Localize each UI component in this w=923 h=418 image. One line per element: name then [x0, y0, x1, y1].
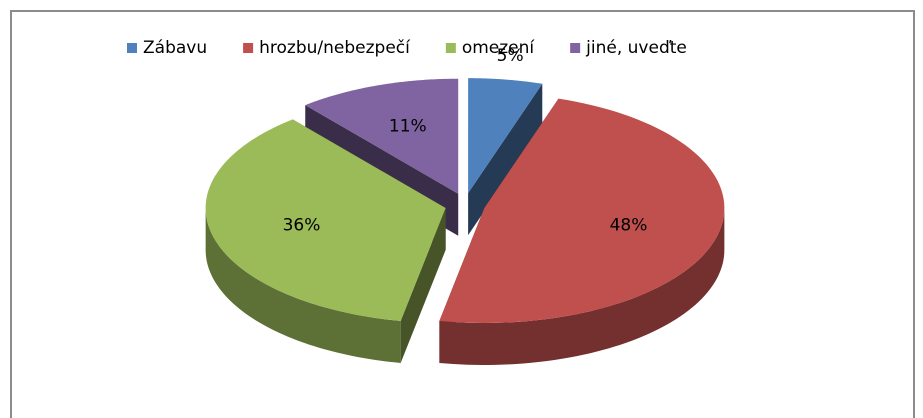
slice-side — [400, 207, 446, 363]
legend-swatch — [243, 43, 254, 53]
slice-side — [468, 83, 543, 236]
legend-swatch — [570, 43, 581, 53]
data-label: 48% — [610, 216, 648, 236]
pie-slice — [439, 98, 725, 365]
slice-wall — [439, 207, 725, 365]
legend-label: hrozbu/nebezpečí — [259, 38, 411, 58]
slice — [305, 78, 459, 194]
data-label: 36% — [283, 216, 321, 236]
data-label: 11% — [389, 117, 427, 137]
legend-label: Zábavu — [143, 38, 207, 58]
pie-slice — [468, 78, 543, 236]
slice-wall — [205, 207, 401, 363]
legend-label: omezení — [462, 38, 536, 58]
legend-swatch — [127, 43, 137, 53]
slice — [468, 78, 543, 194]
slice — [439, 98, 725, 323]
slice — [205, 119, 446, 321]
data-label: 5% — [497, 46, 524, 66]
legend-swatch — [445, 43, 456, 53]
pie-slice — [205, 119, 446, 363]
legend-label: jiné, uveďte — [585, 38, 687, 58]
